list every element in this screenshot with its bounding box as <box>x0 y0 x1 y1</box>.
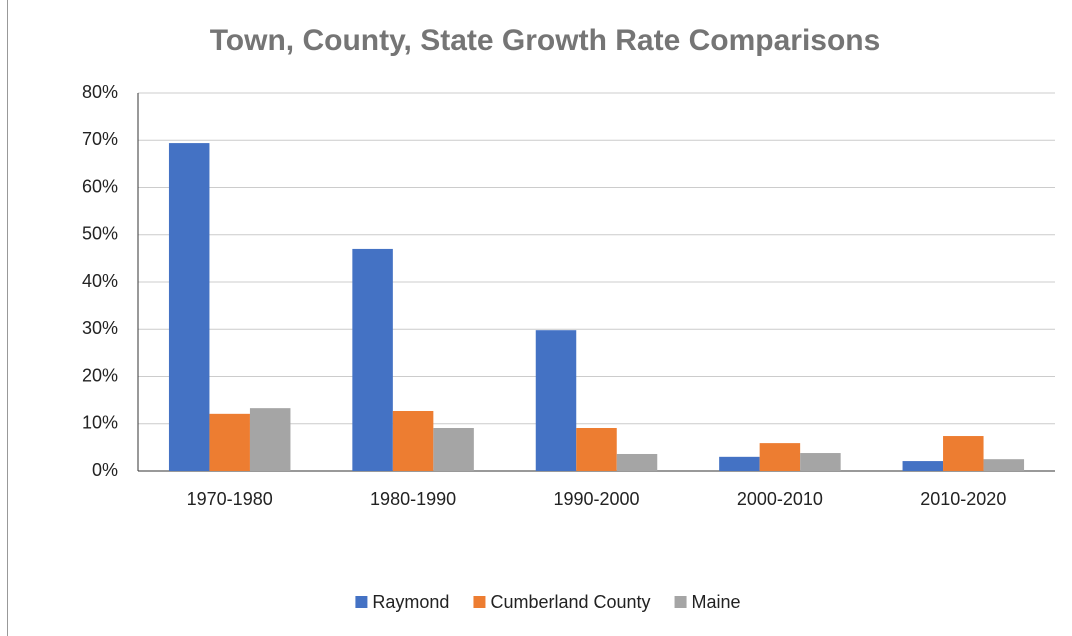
legend-label: Raymond <box>372 592 449 612</box>
bar <box>983 459 1025 471</box>
x-tick-label: 1970-1980 <box>187 489 273 509</box>
bar <box>576 428 617 471</box>
bar <box>719 456 760 471</box>
y-tick-label: 30% <box>82 318 118 338</box>
x-tick-label: 1990-2000 <box>553 489 639 509</box>
bar <box>209 413 250 471</box>
bar <box>168 143 210 471</box>
bar <box>759 443 801 471</box>
y-tick-label: 70% <box>82 129 118 149</box>
y-tick-label: 60% <box>82 176 118 196</box>
legend-swatch <box>355 596 368 608</box>
bar <box>902 461 944 471</box>
bar <box>800 453 841 471</box>
y-tick-label: 40% <box>82 271 118 291</box>
bar <box>352 248 393 471</box>
y-tick-label: 10% <box>82 413 118 433</box>
x-tick-label: 2000-2010 <box>737 489 823 509</box>
legend-swatch <box>674 596 687 608</box>
y-tick-label: 50% <box>82 224 118 244</box>
y-tick-label: 80% <box>82 82 118 102</box>
bar <box>392 410 434 471</box>
y-tick-label: 20% <box>82 365 118 385</box>
legend-label: Maine <box>692 592 741 612</box>
bar <box>433 428 474 471</box>
chart-title: Town, County, State Growth Rate Comparis… <box>210 24 881 57</box>
bar <box>535 330 577 471</box>
legend-swatch <box>473 596 486 608</box>
legend-label: Cumberland County <box>490 592 650 612</box>
bar <box>249 408 291 471</box>
x-tick-label: 1980-1990 <box>370 489 456 509</box>
bar <box>943 436 984 471</box>
bar <box>616 453 658 471</box>
x-tick-label: 2010-2020 <box>920 489 1006 509</box>
y-tick-label: 0% <box>92 460 118 480</box>
